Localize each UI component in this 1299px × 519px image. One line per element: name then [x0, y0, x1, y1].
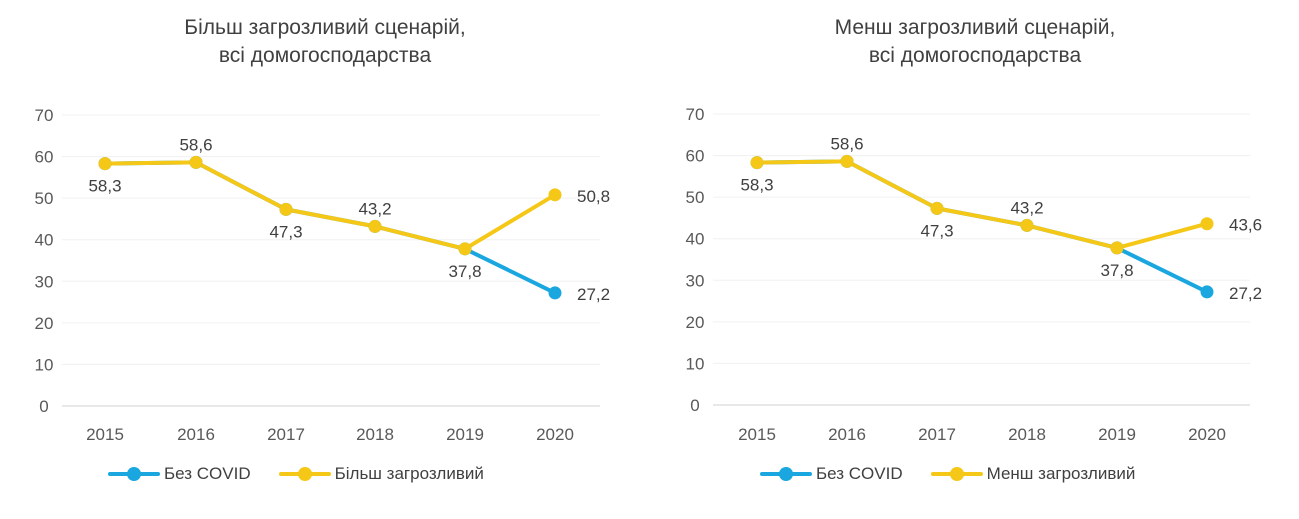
y-tick-label: 50: [686, 188, 705, 207]
data-point-0: [1200, 285, 1214, 299]
y-tick-label: 50: [35, 189, 54, 208]
chart-plot-left: 0 10 20 30 40 50 60 70 2015 2016 2017 2018 2019 2020 5…: [35, 106, 611, 444]
y-tick-label: 0: [690, 396, 699, 415]
legend: Без COVID Менш загрозливий: [760, 464, 1163, 484]
x-tick-label: 2016: [828, 425, 866, 444]
data-label: 37,8: [1100, 261, 1133, 280]
series-line-1: [103, 160, 557, 251]
legend-swatch-series-0: [108, 466, 160, 482]
chart-panel-left: Більш загрозливий сценарій, всі домогосп…: [0, 14, 650, 484]
data-point-1: [548, 188, 562, 202]
y-tick-label: 70: [686, 105, 705, 124]
data-point-1: [368, 219, 382, 233]
x-tick-label: 2017: [918, 425, 956, 444]
y-tick-label: 60: [686, 147, 705, 166]
x-tick-label: 2020: [1188, 425, 1226, 444]
data-label: 58,3: [740, 176, 773, 195]
data-point-1: [930, 201, 944, 215]
data-label: 58,6: [179, 135, 212, 154]
chart-title: Більш загрозливий сценарій, всі домогосп…: [0, 14, 650, 70]
chart-title-line-2: всі домогосподарства: [868, 44, 1082, 67]
plot-area: 0 10 20 30 40 50 60 70 2015 2016 2017 2018 2019 2020 5…: [35, 106, 611, 444]
data-point-1: [750, 156, 764, 170]
y-tick-label: 10: [35, 355, 54, 374]
y-tick-label: 40: [35, 231, 54, 250]
x-tick-label: 2017: [267, 425, 305, 444]
chart-title: Менш загрозливий сценарій, всі домогоспо…: [650, 14, 1299, 70]
legend-label-series-1: Більш загрозливий: [334, 464, 484, 483]
legend-swatch-series-0: [760, 466, 812, 482]
legend-swatch-series-1: [278, 466, 331, 482]
chart-panel-right: Менш загрозливий сценарій, всі домогоспо…: [650, 0, 1299, 519]
data-label: 58,6: [830, 134, 863, 153]
y-tick-label: 20: [686, 313, 705, 332]
data-label: 37,8: [448, 262, 481, 281]
data-point-1: [189, 155, 203, 169]
data-point-0: [548, 286, 562, 300]
legend-label-series-1: Менш загрозливий: [986, 464, 1136, 483]
data-point-1: [1020, 218, 1034, 232]
y-tick-label: 30: [35, 272, 54, 291]
x-tick-label: 2015: [86, 425, 124, 444]
legend-item-series-0: Без COVID: [108, 464, 251, 484]
y-tick-label: 20: [35, 314, 54, 333]
y-tick-label: 10: [686, 354, 705, 373]
x-tick-label: 2019: [446, 425, 484, 444]
x-tick-label: 2018: [356, 425, 394, 444]
data-label: 43,2: [358, 199, 391, 218]
data-point-1: [279, 202, 293, 216]
data-label: 43,2: [1010, 198, 1043, 217]
y-tick-label: 40: [686, 230, 705, 249]
chart-title-line-2: всі домогосподарства: [218, 44, 432, 67]
legend-label-series-0: Без COVID: [816, 464, 903, 483]
y-tick-label: 0: [39, 397, 48, 416]
data-point-1: [1200, 217, 1214, 231]
x-tick-label: 2015: [738, 425, 776, 444]
y-tick-label: 70: [35, 106, 54, 125]
series-line-0: [103, 160, 557, 295]
data-point-1: [840, 154, 854, 168]
data-point-1: [98, 157, 112, 171]
chart-title-line-1: Більш загрозливий сценарій,: [184, 16, 466, 39]
series-line-1: [755, 159, 1209, 250]
y-tick-label: 60: [35, 148, 54, 167]
chart-plot-right: 0 10 20 30 40 50 60 70 2015 2016 2017 2018 2019 2020 5…: [686, 105, 1263, 444]
data-point-1: [1110, 241, 1124, 255]
x-tick-label: 2016: [177, 425, 215, 444]
legend-item-series-1: Менш загрозливий: [930, 464, 1136, 484]
plot-area: 0 10 20 30 40 50 60 70 2015 2016 2017 2018 2019 2020 5…: [686, 105, 1263, 444]
data-label: 43,6: [1229, 216, 1262, 235]
data-label: 47,3: [920, 221, 953, 240]
x-tick-label: 2018: [1008, 425, 1046, 444]
legend-item-series-1: Більш загрозливий: [278, 464, 484, 484]
legend-swatch-series-1: [930, 466, 983, 482]
data-label: 27,2: [577, 285, 610, 304]
legend: Без COVID Більш загрозливий: [108, 464, 512, 484]
series-line-0: [755, 159, 1209, 294]
data-label: 50,8: [577, 187, 610, 206]
data-label: 47,3: [269, 222, 302, 241]
data-label: 58,3: [88, 177, 121, 196]
y-tick-label: 30: [686, 271, 705, 290]
legend-item-series-0: Без COVID: [760, 464, 903, 484]
data-label: 27,2: [1229, 284, 1262, 303]
x-tick-label: 2019: [1098, 425, 1136, 444]
x-tick-label: 2020: [536, 425, 574, 444]
legend-label-series-0: Без COVID: [164, 464, 251, 483]
chart-title-line-1: Менш загрозливий сценарій,: [834, 16, 1116, 39]
data-point-1: [458, 242, 472, 256]
